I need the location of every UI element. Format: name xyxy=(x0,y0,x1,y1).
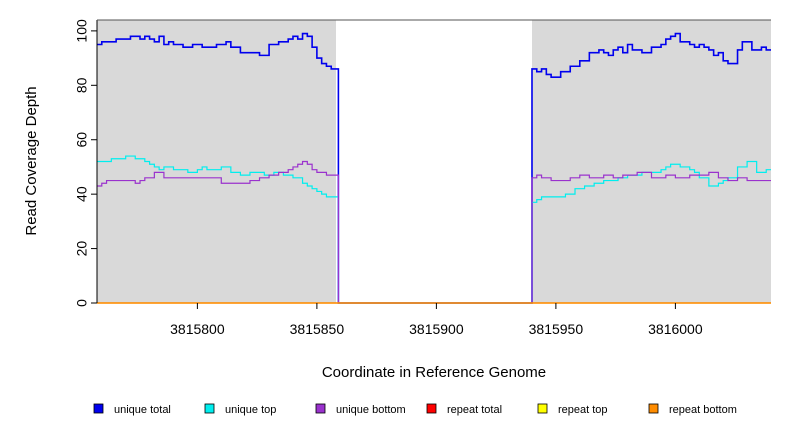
legend-swatch xyxy=(204,403,215,414)
y-tick-label: 0 xyxy=(74,299,90,307)
x-tick-label: 3815900 xyxy=(409,321,464,337)
y-tick-label: 40 xyxy=(74,186,90,202)
x-tick-label: 3815950 xyxy=(529,321,584,337)
y-tick-label: 100 xyxy=(74,19,90,43)
series-line-unique-bottom xyxy=(97,160,771,304)
legend-item: repeat total xyxy=(426,403,502,416)
legend-label: repeat total xyxy=(447,404,502,416)
legend-swatch xyxy=(93,403,104,414)
plot-background xyxy=(97,20,771,303)
legend-swatch xyxy=(315,403,326,414)
legend: unique total unique top unique bottom repea… xyxy=(93,403,737,416)
legend-item: unique top xyxy=(204,403,276,416)
y-tick-label: 20 xyxy=(74,241,90,257)
legend-swatch xyxy=(648,403,659,414)
legend-item: unique total xyxy=(93,403,171,416)
shaded-region-1 xyxy=(97,20,337,303)
x-tick-label: 3815800 xyxy=(170,321,225,337)
axes-layer: 0 20 40 60 80 100 3815800 3815850 3815900 3815950… xyxy=(74,19,771,337)
legend-label: unique top xyxy=(225,404,276,416)
legend-label: unique bottom xyxy=(336,404,406,416)
series-line-unique-total xyxy=(97,32,771,304)
y-axis-label: Read Coverage Depth xyxy=(23,86,40,235)
y-tick-label: 60 xyxy=(74,132,90,148)
legend-item: unique bottom xyxy=(315,403,406,416)
legend-swatch xyxy=(537,403,548,414)
x-tick-label: 3815850 xyxy=(290,321,345,337)
legend-swatch xyxy=(426,403,437,414)
y-tick-label: 80 xyxy=(74,77,90,93)
series-layer xyxy=(97,32,771,304)
x-axis-label: Coordinate in Reference Genome xyxy=(322,364,546,381)
shaded-region-2 xyxy=(531,20,771,303)
legend-item: repeat bottom xyxy=(648,403,737,416)
legend-label: unique total xyxy=(114,404,171,416)
legend-label: repeat top xyxy=(558,404,608,416)
legend-item: repeat top xyxy=(537,403,608,416)
legend-label: repeat bottom xyxy=(669,404,737,416)
x-tick-label: 3816000 xyxy=(648,321,703,337)
